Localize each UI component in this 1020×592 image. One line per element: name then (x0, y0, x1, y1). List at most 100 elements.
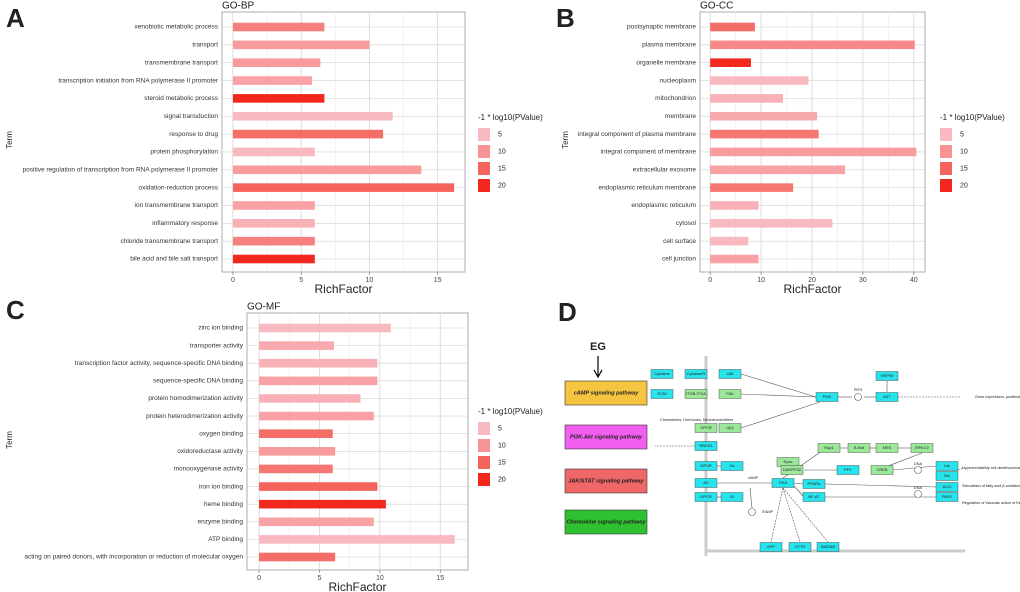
category-label: chloride transmembrane transport (120, 238, 218, 245)
node-label: NF-AT (808, 494, 820, 499)
category-label: mitochondrion (655, 95, 696, 102)
category-label: ion transmembrane transport (135, 202, 219, 209)
note: Hyperexcitability cell death/survival (962, 466, 1020, 470)
node-label: GPVR (700, 463, 711, 468)
node-box (847, 443, 871, 453)
node-label: Gβγ (726, 425, 733, 430)
pathway-label: Chemokine signaling pathway (567, 519, 647, 525)
node-label: ACO (943, 484, 952, 489)
bar (710, 76, 809, 85)
category-label: protein phosphorylation (150, 149, 218, 156)
bar (710, 111, 818, 121)
pathway-node: Epac (776, 457, 800, 467)
plot-background (246, 312, 469, 571)
category-label: zinc ion binding (198, 325, 243, 332)
legend-title: -1 * log10(PValue) (478, 407, 543, 416)
x-tick-label: 0 (708, 277, 712, 284)
bar (259, 323, 391, 333)
node-label: RBCK1 (699, 443, 713, 448)
category-label: protein heterodimerization activity (146, 413, 244, 420)
pathway-node: Gi (720, 492, 744, 502)
pathway-node: AKT (875, 392, 899, 402)
pathway-node: CytokineR (684, 369, 708, 379)
chart-title: GO-CC (700, 1, 733, 12)
node-box (694, 423, 718, 433)
category-label: integral component of membrane (601, 149, 697, 156)
category-label: transcription initiation from RNA polyme… (58, 77, 219, 84)
bar (259, 482, 378, 491)
pathway-node: NF-AT (802, 492, 826, 502)
pathway-node: PI3K (815, 392, 839, 402)
node-box (694, 478, 718, 488)
category-label: inflammatory response (152, 220, 218, 227)
legend-label: 20 (960, 182, 968, 189)
pathway-node: Cytokine (650, 369, 674, 379)
legend-key (478, 145, 490, 158)
node-box (771, 478, 795, 488)
x-tick-label: 5 (318, 575, 322, 582)
node-label: Ins (944, 463, 949, 468)
arrow-head (593, 369, 603, 379)
x-tick-label: 0 (257, 575, 261, 582)
legend-label: 20 (498, 476, 506, 483)
category-label: integral component of plasma membrane (578, 131, 697, 138)
pathway-node: NMDAR (816, 542, 840, 552)
category-label: transcription factor activity, sequence-… (75, 360, 244, 367)
node-box (684, 369, 708, 379)
pathway-box (564, 424, 648, 450)
pathway-node: DARPP32 (780, 465, 804, 475)
panel-label: A (6, 3, 25, 33)
bar (710, 236, 749, 246)
legend-label: 10 (498, 148, 506, 155)
bar (232, 58, 321, 67)
bar (710, 129, 819, 139)
bar (259, 535, 455, 544)
bar (710, 254, 759, 264)
node-label: CREB (876, 467, 887, 472)
node-box (694, 441, 718, 451)
node-label: MEK (883, 445, 892, 450)
legend-key (478, 162, 490, 175)
bar (232, 94, 325, 103)
bar (259, 447, 336, 456)
node-box (817, 443, 841, 453)
category-label: response to drug (169, 131, 218, 138)
small-circles (748, 393, 922, 516)
legend-label: 20 (498, 182, 506, 189)
pathway-frame (593, 356, 965, 556)
node-box (694, 461, 718, 471)
pathway-node: HSP90 (875, 371, 899, 381)
node-box (875, 443, 899, 453)
legend-label: 15 (498, 165, 506, 172)
pathway-label: JAK/STAT signaling pathway (568, 478, 644, 484)
node-box (718, 423, 742, 433)
bar (710, 94, 783, 103)
node-box (875, 392, 899, 402)
node-box (815, 392, 839, 402)
note: Gene expression, proliferation (975, 395, 1020, 399)
x-tick-label: 30 (859, 277, 867, 284)
node-box (720, 492, 744, 502)
note: DNA (914, 486, 922, 490)
pathway-node: FAK (718, 389, 742, 399)
bar (259, 517, 374, 527)
pathway-node: Gs (720, 461, 744, 471)
category-label: cell surface (663, 238, 696, 245)
node-label: CFTR (795, 544, 806, 549)
node-box (802, 492, 826, 502)
bar (259, 358, 378, 368)
bar (232, 111, 393, 121)
category-label: endoplasmic reticulum membrane (598, 184, 696, 191)
x-tick-label: 15 (434, 277, 442, 284)
legend-label: 15 (498, 459, 506, 466)
node-label: GPCR (700, 494, 712, 499)
note: cAMP (748, 476, 759, 480)
node-box (720, 461, 744, 471)
node-box (780, 465, 804, 475)
node-box (759, 542, 783, 552)
note: Regulation of Vascular action of thrombi… (962, 501, 1020, 505)
bar (232, 76, 313, 85)
legend-key (940, 179, 952, 192)
bar (232, 147, 315, 157)
plot-background (699, 11, 926, 273)
